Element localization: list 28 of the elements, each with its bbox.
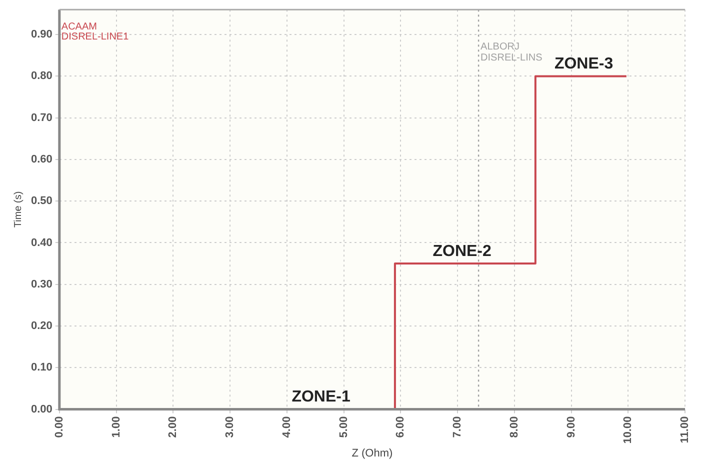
y-tick-label: 0.70: [30, 112, 52, 124]
y-axis-title: Time (s): [12, 191, 24, 228]
x-tick-label: 2.00: [167, 416, 180, 438]
y-tick-label: 0.20: [30, 320, 52, 332]
ref-line-label: ALBORJ DISREL-LINS: [480, 41, 543, 64]
x-tick-label: 11.00: [679, 416, 692, 444]
y-tick-label: 0.40: [30, 236, 52, 249]
annotation: ZONE-1: [292, 388, 350, 406]
y-tick-label: 0.50: [30, 195, 52, 208]
x-tick-label: 7.00: [452, 416, 464, 438]
annotation: ZONE-2: [432, 242, 492, 260]
y-tick-label: 0.30: [30, 278, 52, 290]
y-tick-label: 0.00: [30, 403, 52, 416]
x-tick-label: 4.00: [280, 416, 293, 438]
x-tick-label: 10.00: [622, 416, 634, 444]
x-tick-label: 8.00: [508, 416, 520, 438]
y-tick-label: 0.90: [30, 28, 52, 41]
x-tick-label: 9.00: [565, 416, 578, 438]
y-tick-label: 0.60: [30, 154, 52, 166]
x-tick-label: 5.00: [338, 416, 350, 438]
x-axis-title: Z (Ohm): [352, 447, 393, 460]
x-tick-label: 1.00: [110, 416, 122, 438]
annotation: ZONE-3: [554, 56, 614, 73]
x-tick-label: 3.00: [224, 416, 236, 438]
text: ACAAM DISREL-LINE1: [61, 21, 130, 42]
x-tick-label: 6.00: [394, 416, 407, 438]
y-tick-label: 0.10: [30, 362, 52, 374]
y-tick-label: 0.80: [30, 70, 52, 82]
